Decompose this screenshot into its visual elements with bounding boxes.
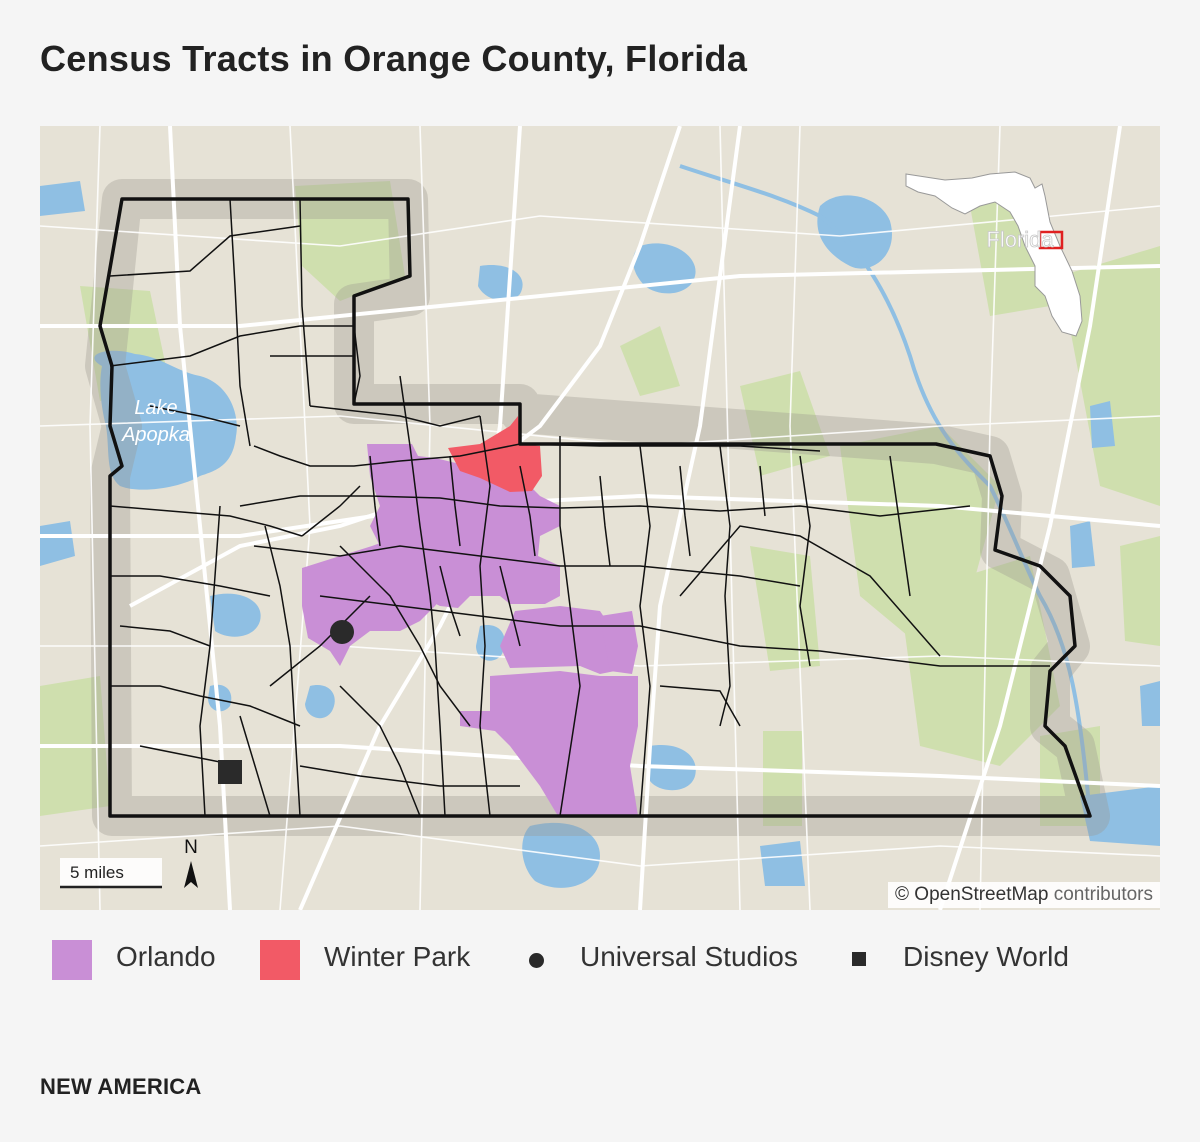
attribution-symbol: © <box>895 884 910 905</box>
legend-label-winter-park: Winter Park <box>324 941 471 972</box>
legend-square-disney-world <box>852 952 866 966</box>
florida-shape <box>905 171 1083 337</box>
census-tract-lines <box>109 198 1050 817</box>
attribution-openstreetmap: OpenStreetMap <box>914 884 1049 905</box>
disney-world-marker[interactable] <box>218 760 242 784</box>
legend-circle-universal-studios <box>529 953 544 968</box>
map[interactable]: Lake Apopka Florida 5 miles N <box>40 126 1160 910</box>
scale-bar-label: 5 miles <box>70 863 124 882</box>
county-boundary <box>98 197 1092 818</box>
page-title: Census Tracts in Orange County, Florida <box>40 38 748 79</box>
st-johns-river <box>679 164 1092 817</box>
attribution-contributors: contributors <box>1053 884 1153 905</box>
north-label: N <box>184 837 198 858</box>
legend-swatch-orlando <box>52 940 92 980</box>
lake-apopka-label-line2: Apopka <box>121 424 190 446</box>
legend-label-orlando: Orlando <box>116 941 216 972</box>
scale-bar-box <box>60 858 162 886</box>
footer-brand: NEW AMERICA <box>40 1074 202 1099</box>
universal-studios-marker[interactable] <box>330 620 354 644</box>
north-arrow-icon <box>184 861 198 888</box>
inset-label: Florida <box>986 227 1054 252</box>
map-attribution[interactable]: © OpenStreetMap contributors <box>888 882 1160 908</box>
legend-label-universal-studios: Universal Studios <box>580 941 798 972</box>
legend-label-disney-world: Disney World <box>903 941 1069 972</box>
inset-highlight-box <box>1038 230 1064 250</box>
legend-swatch-winter-park <box>260 940 300 980</box>
legend: Orlando Winter Park Universal Studios Di… <box>0 938 1200 982</box>
florida-inset: Florida <box>905 171 1083 337</box>
water-bodies <box>40 181 1160 888</box>
lake-apopka-label-line1: Lake <box>134 397 177 419</box>
